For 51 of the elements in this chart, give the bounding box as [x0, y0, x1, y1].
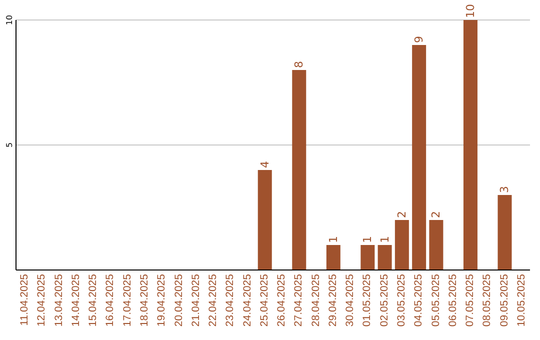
- x-tick-label: 30.04.2025: [344, 274, 356, 327]
- bar: [360, 245, 375, 270]
- x-tick-label: 21.04.2025: [190, 274, 202, 327]
- bar: [326, 245, 340, 270]
- x-tick-label: 28.04.2025: [310, 274, 322, 327]
- data-label: 2: [395, 211, 408, 218]
- x-tick-label: 02.05.2025: [378, 274, 390, 327]
- x-tick-label: 05.05.2025: [430, 274, 442, 327]
- bar: [378, 245, 392, 270]
- data-label: 9: [412, 36, 426, 43]
- x-tick-label: 09.05.2025: [498, 274, 510, 327]
- x-tick-label: 19.04.2025: [156, 274, 168, 327]
- data-label: 2: [430, 211, 443, 218]
- x-tick-label: 20.04.2025: [172, 274, 185, 327]
- x-tick-label: 17.04.2025: [121, 274, 134, 327]
- data-label: 1: [378, 236, 392, 243]
- data-label: 3: [498, 186, 512, 193]
- x-tick-label: 24.04.2025: [241, 274, 254, 327]
- data-label: 1: [326, 236, 340, 243]
- x-tick-label: 10.05.2025: [515, 274, 528, 327]
- bar: [394, 220, 409, 270]
- data-label: 10: [464, 4, 477, 18]
- x-tick-label: 01.05.2025: [361, 274, 374, 327]
- x-tick-label: 06.05.2025: [446, 274, 459, 327]
- x-tick-label: 27.04.2025: [292, 274, 305, 327]
- x-tick-label: 25.04.2025: [258, 274, 270, 327]
- bar: [498, 195, 512, 270]
- x-tick-label: 23.04.2025: [224, 274, 236, 327]
- x-tick-label: 18.04.2025: [138, 274, 150, 327]
- y-tick-label: 5: [5, 142, 14, 148]
- data-label: 1: [361, 236, 374, 243]
- bar: [412, 45, 426, 270]
- x-tick-label: 26.04.2025: [276, 274, 288, 327]
- x-tick-label: 03.05.2025: [396, 274, 408, 327]
- bar: [292, 70, 306, 270]
- x-tick-label: 13.04.2025: [52, 274, 65, 327]
- bar: [463, 20, 478, 270]
- x-tick-label: 14.04.2025: [70, 274, 82, 327]
- x-tick-label: 29.04.2025: [326, 274, 339, 327]
- x-tick-label: 12.04.2025: [36, 274, 48, 327]
- x-tick-label: 16.04.2025: [104, 274, 116, 327]
- x-tick-label: 11.04.2025: [18, 274, 31, 326]
- data-label: 4: [258, 161, 272, 168]
- x-tick-label: 08.05.2025: [481, 274, 494, 327]
- bar: [429, 220, 444, 270]
- bar: [258, 170, 272, 270]
- x-tick-label: 22.04.2025: [207, 274, 220, 327]
- data-label: 8: [292, 61, 306, 68]
- x-tick-label: 15.04.2025: [87, 274, 100, 327]
- x-tick-label: 04.05.2025: [412, 274, 425, 327]
- x-tick-label: 07.05.2025: [464, 274, 476, 327]
